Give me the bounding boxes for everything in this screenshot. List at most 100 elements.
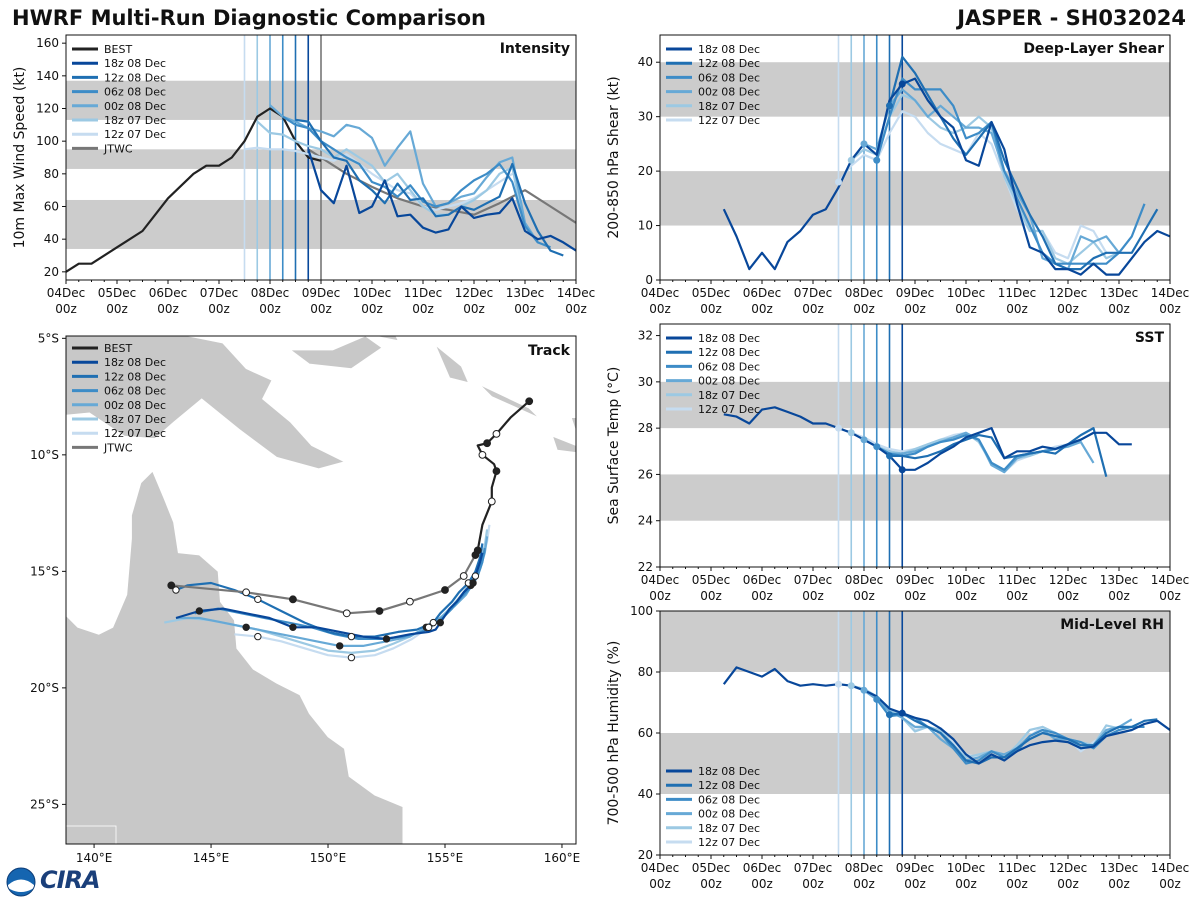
forecast-track-point xyxy=(347,632,356,641)
series-line-18z-08-dec xyxy=(307,148,576,252)
x-tick-label: 13Dec xyxy=(1100,573,1139,587)
x-tick-label: 09Dec xyxy=(896,573,935,587)
x-tick-label: 09Dec xyxy=(896,286,935,300)
x-tick-label: 08Dec xyxy=(845,573,884,587)
x-tick-label: 00z xyxy=(802,877,824,891)
x-tick-label: 00z xyxy=(751,302,773,316)
land-australia xyxy=(66,470,404,844)
x-tick-label: 04Dec xyxy=(641,861,680,875)
best-track-point xyxy=(492,429,501,438)
x-tick-label: 05Dec xyxy=(98,286,137,300)
x-tick-label: 00z xyxy=(1108,589,1130,603)
x-tick-label: 160°E xyxy=(544,851,581,865)
init-marker xyxy=(886,452,893,460)
page-title: HWRF Multi-Run Diagnostic Comparison xyxy=(12,6,487,30)
x-tick-label: 04Dec xyxy=(641,286,680,300)
land-guadalcanal xyxy=(551,435,576,453)
y-axis-label: 10m Max Wind Speed (kt) xyxy=(12,67,28,249)
y-tick-label: 100 xyxy=(36,134,59,148)
init-marker xyxy=(898,466,906,474)
x-tick-label: 00z xyxy=(1159,877,1181,891)
series-line-18z-07-dec xyxy=(256,120,527,232)
x-tick-label: 00z xyxy=(1108,302,1130,316)
x-tick-label: 00z xyxy=(310,302,332,316)
land-bougainville xyxy=(435,344,470,384)
y-tick-label: 80 xyxy=(44,167,59,181)
init-marker xyxy=(886,102,893,110)
panel-title: Track xyxy=(528,343,571,359)
y-tick-label: 40 xyxy=(638,787,653,801)
y-axis-label: 200-850 hPa Shear (kt) xyxy=(606,76,622,238)
init-marker xyxy=(860,140,868,148)
x-tick-label: 10Dec xyxy=(947,573,986,587)
x-tick-label: 00z xyxy=(649,589,671,603)
y-axis-label: 700-500 hPa Humidity (%) xyxy=(606,641,622,826)
y-tick-label: 15°S xyxy=(30,564,59,578)
rh-chart: 04Dec 00z 05Dec 00z 06Dec 00z 07Dec 00z 08Dec 00z… xyxy=(606,604,1189,891)
init-marker xyxy=(898,80,906,88)
series-line-12z-08-dec xyxy=(295,118,564,257)
x-tick-label: 00z xyxy=(514,302,536,316)
y-tick-label: 60 xyxy=(44,200,59,214)
cira-logo-text: CIRA xyxy=(40,866,101,894)
y-tick-label: 10°S xyxy=(30,448,59,462)
legend-label: 18z 08 Dec xyxy=(104,57,166,70)
y-tick-label: 100 xyxy=(630,604,653,618)
series-line-12z-08-dec xyxy=(888,55,1159,271)
storm-id: JASPER - SH032024 xyxy=(957,6,1186,30)
x-tick-label: 00z xyxy=(1006,877,1028,891)
init-marker xyxy=(847,156,855,164)
shade-band xyxy=(660,611,1170,672)
forecast-track-point xyxy=(336,642,344,650)
noaa-cira-logo xyxy=(4,866,114,898)
init-marker xyxy=(847,682,855,690)
x-tick-label: 00z xyxy=(955,302,977,316)
land-malaita xyxy=(570,417,576,432)
init-marker xyxy=(873,156,881,164)
jtwc-track-point xyxy=(289,595,297,604)
x-tick-label: 00z xyxy=(157,302,179,316)
x-tick-label: 00z xyxy=(853,302,875,316)
legend-label: 06z 08 Dec xyxy=(698,71,760,84)
x-tick-label: 07Dec xyxy=(794,573,833,587)
forecast-track-point xyxy=(469,579,477,587)
forecast-track-point xyxy=(289,623,297,631)
y-tick-label: 20 xyxy=(638,164,653,178)
y-tick-label: 20 xyxy=(638,848,653,862)
series-line-jtwc xyxy=(307,148,576,224)
legend-label: 00z 08 Dec xyxy=(104,399,166,412)
shear-lines xyxy=(722,35,1170,280)
x-tick-label: 00z xyxy=(565,302,587,316)
x-tick-label: 14Dec xyxy=(557,286,596,300)
y-tick-label: 140 xyxy=(36,69,59,83)
legend-label: BEST xyxy=(104,342,132,355)
legend-label: 12z 07 Dec xyxy=(698,403,760,416)
x-tick-label: 04Dec xyxy=(641,573,680,587)
legend-label: 18z 08 Dec xyxy=(698,43,760,56)
legend-label: 06z 08 Dec xyxy=(104,86,166,99)
forecast-track-point xyxy=(254,595,262,604)
x-tick-label: 00z xyxy=(853,589,875,603)
y-tick-label: 10 xyxy=(638,219,653,233)
y-tick-label: 40 xyxy=(44,232,59,246)
x-tick-label: 00z xyxy=(1057,877,1079,891)
shear-chart: 04Dec 00z 05Dec 00z 06Dec 00z 07Dec 00z 08Dec 00z… xyxy=(606,34,1189,316)
series-line-00z-08-dec xyxy=(863,88,1120,271)
jtwc-track-point xyxy=(167,581,176,590)
series-line-12z-07-dec xyxy=(837,110,1108,260)
y-tick-label: 0 xyxy=(645,273,653,287)
init-marker xyxy=(898,709,906,717)
legend-label: 18z 07 Dec xyxy=(104,413,166,426)
legend-label: 12z 07 Dec xyxy=(104,427,166,440)
x-tick-label: 11Dec xyxy=(998,573,1037,587)
y-tick-label: 20°S xyxy=(30,681,59,695)
series-line-18z-07-dec xyxy=(850,93,1120,265)
legend-label: 18z 07 Dec xyxy=(104,114,166,127)
legend-label: 12z 08 Dec xyxy=(104,71,166,84)
y-axis-label: Sea Surface Temp (°C) xyxy=(606,367,622,525)
map-layer xyxy=(66,336,576,844)
x-tick-label: 10Dec xyxy=(947,286,986,300)
x-tick-label: 00z xyxy=(1006,589,1028,603)
x-tick-label: 07Dec xyxy=(794,286,833,300)
